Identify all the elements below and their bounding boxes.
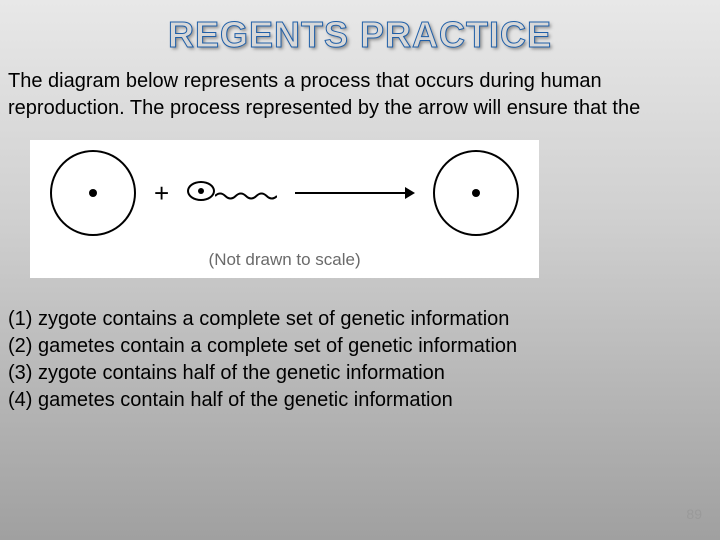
- question-text: The diagram below represents a process t…: [0, 56, 720, 122]
- answer-choice: (1) zygote contains a complete set of ge…: [8, 306, 706, 333]
- egg-cell-left: [50, 150, 136, 236]
- zygote-cell: [433, 150, 519, 236]
- sperm-head: [187, 181, 215, 201]
- slide-number: 89: [686, 506, 702, 522]
- sperm-tail: [215, 189, 277, 203]
- arrow-icon: [295, 183, 415, 203]
- answer-choices: (1) zygote contains a complete set of ge…: [0, 306, 720, 414]
- plus-symbol: +: [154, 178, 169, 209]
- sperm-nucleus: [198, 188, 204, 194]
- zygote-nucleus: [472, 189, 480, 197]
- egg-nucleus-left: [89, 189, 97, 197]
- diagram: + (Not drawn to scale): [30, 140, 539, 278]
- diagram-row: +: [50, 150, 519, 236]
- answer-choice: (4) gametes contain half of the genetic …: [8, 387, 706, 414]
- slide-title: REGENTS PRACTICE: [0, 0, 720, 56]
- diagram-caption: (Not drawn to scale): [50, 250, 519, 270]
- answer-choice: (3) zygote contains half of the genetic …: [8, 360, 706, 387]
- sperm-cell: [187, 181, 277, 206]
- answer-choice: (2) gametes contain a complete set of ge…: [8, 333, 706, 360]
